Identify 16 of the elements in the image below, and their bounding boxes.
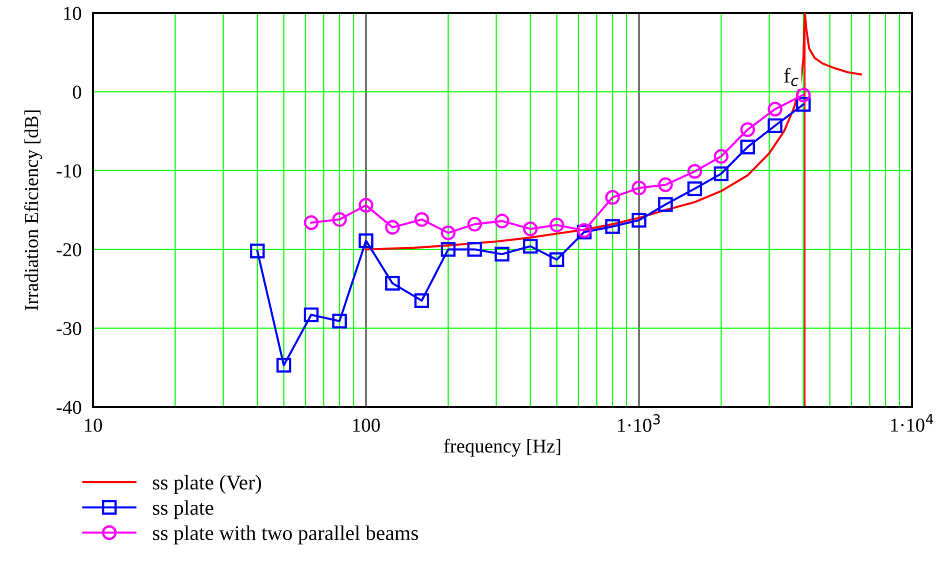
y-tick-label: -10 [56,164,82,178]
x-tick-label: 10 [84,418,102,432]
x-tick-label: 1·10$^{3}$ [618,414,660,432]
y-tick-label: 0 [72,86,82,99]
y-tick-label: -40 [56,400,82,414]
legend-label: ss plate (Ver) [152,474,262,494]
legend-label: ss plate with two parallel beams [152,525,418,544]
x-axis-title: frequency [Hz] [444,438,560,457]
legend-label: ss plate [152,500,214,520]
y-tick-label: -20 [56,243,82,256]
y-tick-label: 10 [64,6,82,20]
y-axis-title: Irradiation Eficiency [dB] [24,110,42,310]
y-tick-label: -30 [56,322,82,336]
x-tick-label: 100 [353,418,380,432]
x-tick-label: 1·10$^{4}$ [891,414,934,432]
ref-line-label: f$_{c}$ [784,68,798,86]
